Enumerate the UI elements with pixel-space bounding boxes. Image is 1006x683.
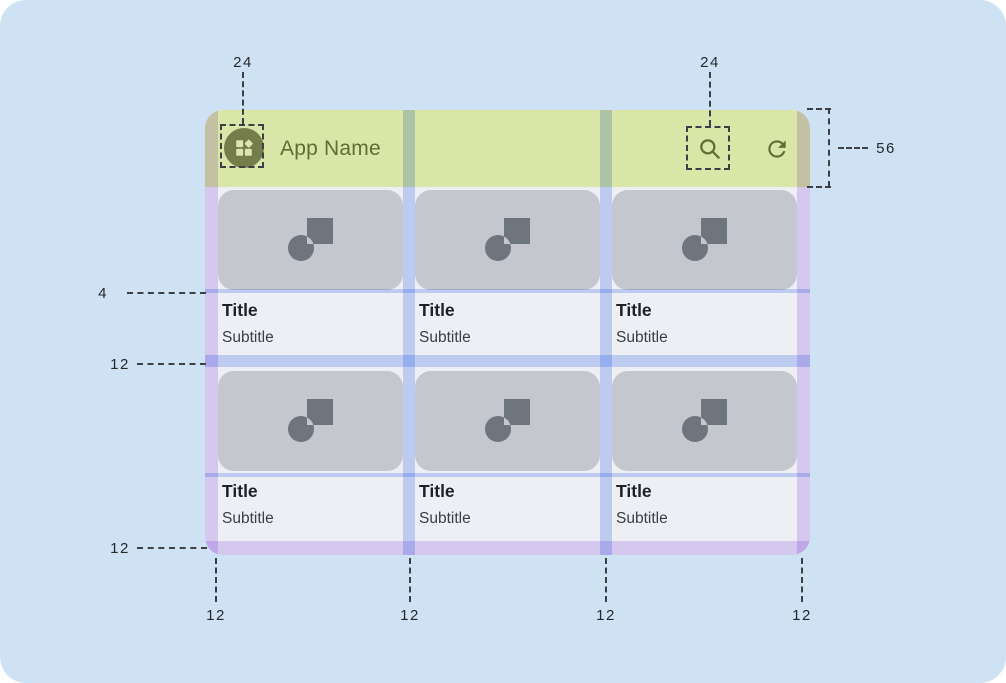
annotation-app-icon-size: 24 (233, 54, 253, 71)
card[interactable]: Title Subtitle (415, 371, 600, 529)
card-title: Title (616, 481, 652, 501)
refresh-icon[interactable] (764, 136, 790, 162)
appbar-height-bracket-top (807, 108, 831, 110)
image-placeholder-icon (484, 218, 530, 261)
card-title: Title (419, 300, 455, 320)
card-title: Title (419, 481, 455, 501)
card-subtitle: Subtitle (419, 510, 471, 527)
annotation-text-gap: 4 (98, 285, 108, 302)
card-image-placeholder (415, 371, 600, 471)
card-image-placeholder (415, 190, 600, 290)
card[interactable]: Title Subtitle (415, 190, 600, 348)
card[interactable]: Title Subtitle (612, 190, 797, 348)
search-icon-spec-box (686, 126, 730, 170)
card-subtitle: Subtitle (616, 329, 668, 346)
annotation-row-gap: 12 (110, 356, 130, 373)
annotation-leader-line (709, 72, 711, 126)
row-gap-overlay (205, 355, 810, 367)
search-icon[interactable] (697, 136, 723, 162)
annotation-leader-line (127, 292, 206, 294)
card-image-placeholder (612, 190, 797, 290)
appbar-height-bracket (828, 108, 830, 187)
annotation-leader-line (801, 558, 803, 602)
card-title: Title (616, 300, 652, 320)
annotation-leader-line (137, 547, 207, 549)
app-title: App Name (280, 136, 381, 160)
card-title: Title (222, 481, 258, 501)
card-image-placeholder (218, 190, 403, 290)
card-image-placeholder (612, 371, 797, 471)
app-icon-button[interactable] (224, 128, 264, 168)
annotation-action-icon-size: 24 (700, 54, 720, 71)
annotation-leader-line (605, 558, 607, 602)
annotation-leader-line (409, 558, 411, 602)
annotation-leader-line (137, 363, 206, 365)
annotation-gutter-left: 12 (400, 607, 420, 624)
bottom-margin-overlay (205, 541, 810, 555)
app-frame: App Name Title Subtitle (205, 110, 810, 555)
image-placeholder-icon (484, 399, 530, 442)
card[interactable]: Title Subtitle (218, 371, 403, 529)
annotation-right-margin: 12 (792, 607, 812, 624)
image-placeholder-icon (287, 399, 333, 442)
annotation-appbar-height: 56 (876, 140, 896, 157)
annotation-left-margin: 12 (206, 607, 226, 624)
card[interactable]: Title Subtitle (218, 190, 403, 348)
annotation-leader-line (838, 147, 868, 149)
annotation-gutter-right: 12 (596, 607, 616, 624)
annotation-leader-line (242, 72, 244, 124)
dashboard-icon (236, 139, 253, 156)
annotation-bottom-band: 12 (110, 540, 130, 557)
appbar-height-bracket-bottom (807, 186, 831, 188)
card-subtitle: Subtitle (616, 510, 668, 527)
card-subtitle: Subtitle (222, 510, 274, 527)
image-placeholder-icon (681, 399, 727, 442)
card-image-placeholder (218, 371, 403, 471)
annotation-leader-line (215, 558, 217, 602)
card[interactable]: Title Subtitle (612, 371, 797, 529)
image-placeholder-icon (287, 218, 333, 261)
image-placeholder-icon (681, 218, 727, 261)
app-icon-spec-box (220, 124, 264, 168)
card-subtitle: Subtitle (222, 329, 274, 346)
card-title: Title (222, 300, 258, 320)
card-subtitle: Subtitle (419, 329, 471, 346)
